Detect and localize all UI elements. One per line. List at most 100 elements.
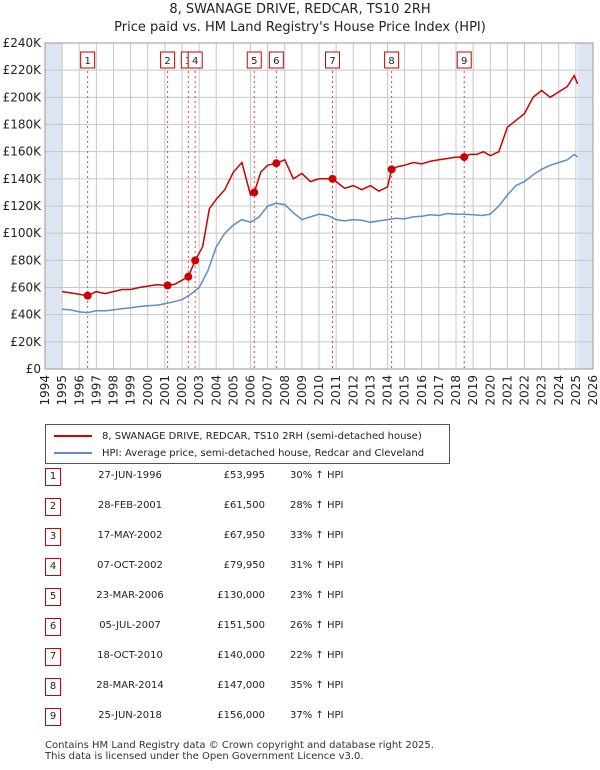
y-tick-label: £200K [3,90,43,104]
sale-marker-label: 6 [273,56,279,67]
sale-price: £130,000 [217,590,265,601]
chart-title: 8, SWANAGE DRIVE, REDCAR, TS10 2RH [169,2,431,17]
sale-price: £156,000 [217,710,265,721]
legend-label-property: 8, SWANAGE DRIVE, REDCAR, TS10 2RH (semi… [102,430,422,442]
sale-hpi-change: 37% ↑ HPI [290,710,344,721]
sale-date: 28-FEB-2001 [97,500,163,511]
legend-swatch-blue [54,452,92,454]
sale-hpi-change: 35% ↑ HPI [290,680,344,691]
sale-point [83,291,92,300]
y-tick-label: £0 [26,362,41,376]
x-tick-label: 2026 [586,375,600,406]
sale-price: £79,950 [223,560,265,571]
x-tick-label: 2013 [363,375,377,406]
x-tick-label: 1994 [38,375,52,406]
sale-marker-label: 9 [461,56,467,67]
x-tick-label: 1996 [72,375,86,406]
sale-date: 18-OCT-2010 [97,650,163,661]
sale-point [191,256,200,265]
sale-marker-box [268,51,284,69]
sale-marker-box [325,51,341,69]
x-tick-label: 2016 [415,375,429,406]
sale-hpi-change: 30% ↑ HPI [290,470,344,481]
y-tick-label: £60K [10,281,42,295]
legend-item-hpi: HPI: Average price, semi-detached house,… [54,445,424,461]
y-tick-label: £120K [3,199,43,213]
y-tick-label: £160K [3,145,43,159]
x-tick-label: 2007 [261,375,275,406]
x-tick-label: 2014 [381,375,395,406]
y-tick-label: £240K [3,36,43,50]
sale-row: 5 23-MAR-2006 £130,000 23% ↑ HPI [45,588,525,618]
x-tick-label: 2006 [244,375,258,406]
sale-hpi-change: 28% ↑ HPI [290,500,344,511]
sale-date: 17-MAY-2002 [97,530,163,541]
sale-date: 28-MAR-2014 [96,680,164,691]
x-tick-label: 2020 [483,375,497,406]
sale-price: £140,000 [217,650,265,661]
sale-row: 9 25-JUN-2018 £156,000 37% ↑ HPI [45,708,525,738]
x-tick-label: 2018 [449,375,463,406]
chart-subtitle: Price paid vs. HM Land Registry's House … [114,20,486,35]
sale-row: 6 05-JUL-2007 £151,500 26% ↑ HPI [45,618,525,648]
y-tick-label: £20K [10,335,42,349]
x-tick-label: 2019 [466,375,480,406]
sale-hpi-change: 31% ↑ HPI [290,560,344,571]
sale-price: £61,500 [223,500,265,511]
sale-price: £67,950 [223,530,265,541]
sale-row: 7 18-OCT-2010 £140,000 22% ↑ HPI [45,648,525,678]
sale-price: £151,500 [217,620,265,631]
legend-item-property: 8, SWANAGE DRIVE, REDCAR, TS10 2RH (semi… [54,428,422,444]
sale-marker-label: 2 [164,56,170,67]
x-tick-label: 2004 [209,375,223,406]
x-tick-label: 2023 [535,375,549,406]
sale-number-badge: 4 [45,558,61,576]
legend-swatch-red [54,435,92,437]
x-tick-label: 1999 [124,375,138,406]
price-chart: £0 £20K £40K £60K £80K £100K £120K £140K £160K £1… [3,36,600,406]
property-series-line [61,73,579,297]
y-tick-label: £80K [10,253,42,267]
sale-date: 23-MAR-2006 [96,590,164,601]
sale-row: 2 28-FEB-2001 £61,500 28% ↑ HPI [45,498,525,528]
x-tick-label: 2025 [569,375,583,406]
legend-label-hpi: HPI: Average price, semi-detached house,… [102,447,425,459]
sale-number-badge: 5 [45,588,61,606]
x-tick-label: 2010 [312,375,326,406]
sale-price: £53,995 [223,470,265,481]
sale-marker-label: 5 [251,56,257,67]
sale-marker-box [384,51,400,69]
sale-number-badge: 6 [45,618,61,636]
sale-number-badge: 3 [45,528,61,546]
x-tick-label: 2021 [500,375,514,406]
sale-marker-label: 4 [192,56,198,67]
sale-hpi-change: 26% ↑ HPI [290,620,344,631]
x-tick-label: 1998 [107,375,121,406]
sale-marker-label: 8 [388,56,394,67]
x-tick-label: 2011 [329,375,343,406]
sale-row: 8 28-MAR-2014 £147,000 35% ↑ HPI [45,678,525,708]
y-tick-label: £140K [3,172,43,186]
sale-number-badge: 2 [45,498,61,516]
y-tick-label: £40K [10,308,42,322]
sale-hpi-change: 33% ↑ HPI [290,530,344,541]
sale-marker-box [187,51,203,69]
sale-marker-box [160,51,176,69]
x-tick-label: 2009 [295,375,309,406]
sale-date: 27-JUN-1996 [98,470,162,481]
sale-point [387,165,396,174]
x-tick-label: 2008 [278,375,292,406]
sale-point [460,153,469,162]
x-tick-label: 2015 [398,375,412,406]
sale-point [328,174,337,183]
x-tick-label: 2022 [518,375,532,406]
footer-licence: This data is licensed under the Open Gov… [45,751,364,762]
x-tick-label: 2005 [226,375,240,406]
sale-number-badge: 7 [45,648,61,666]
legend: 8, SWANAGE DRIVE, REDCAR, TS10 2RH (semi… [45,424,450,464]
hpi-series-line [62,153,579,314]
y-tick-label: £100K [3,226,43,240]
x-tick-label: 2001 [158,375,172,406]
y-tick-label: £220K [3,63,43,77]
x-tick-label: 2000 [141,375,155,406]
